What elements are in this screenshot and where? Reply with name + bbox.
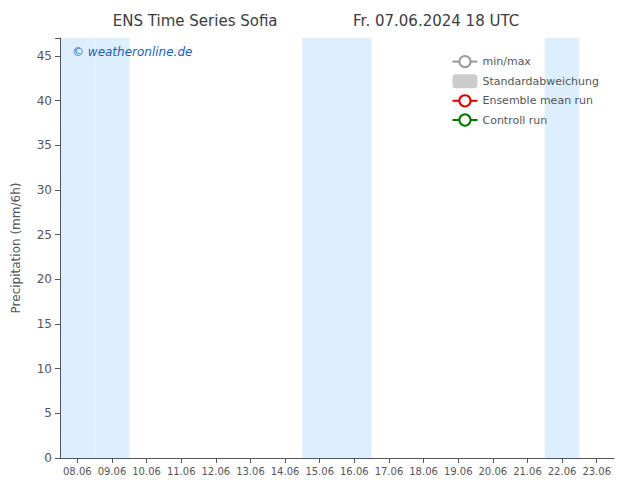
svg-text:12.06: 12.06	[201, 466, 230, 477]
svg-text:25: 25	[37, 228, 52, 242]
svg-text:Ensemble mean run: Ensemble mean run	[482, 94, 593, 107]
svg-text:15.06: 15.06	[305, 466, 334, 477]
svg-text:10: 10	[37, 362, 52, 376]
svg-text:35: 35	[37, 138, 52, 152]
svg-text:17.06: 17.06	[375, 466, 404, 477]
svg-text:14.06: 14.06	[271, 466, 300, 477]
svg-text:21.06: 21.06	[513, 466, 542, 477]
svg-text:09.06: 09.06	[98, 466, 127, 477]
svg-text:11.06: 11.06	[167, 466, 196, 477]
svg-text:Standardabweichung: Standardabweichung	[482, 75, 599, 88]
svg-text:Fr. 07.06.2024 18 UTC: Fr. 07.06.2024 18 UTC	[353, 12, 519, 30]
svg-text:18.06: 18.06	[409, 466, 438, 477]
svg-text:15: 15	[37, 317, 52, 331]
svg-text:20.06: 20.06	[478, 466, 507, 477]
svg-text:Precipitation (mm/6h): Precipitation (mm/6h)	[9, 183, 23, 314]
svg-text:20: 20	[37, 272, 52, 286]
svg-text:13.06: 13.06	[236, 466, 265, 477]
svg-text:30: 30	[37, 183, 52, 197]
svg-text:08.06: 08.06	[63, 466, 92, 477]
svg-text:Controll run: Controll run	[482, 114, 547, 127]
svg-text:23.06: 23.06	[582, 466, 611, 477]
svg-text:0: 0	[44, 451, 52, 465]
svg-text:40: 40	[37, 94, 52, 108]
svg-text:© weatheronline.de: © weatheronline.de	[72, 45, 192, 59]
svg-text:22.06: 22.06	[548, 466, 577, 477]
svg-text:16.06: 16.06	[340, 466, 369, 477]
svg-text:ENS Time Series Sofia: ENS Time Series Sofia	[113, 12, 278, 30]
svg-text:5: 5	[44, 406, 52, 420]
svg-text:min/max: min/max	[482, 55, 531, 68]
svg-text:19.06: 19.06	[444, 466, 473, 477]
svg-text:10.06: 10.06	[132, 466, 161, 477]
svg-text:45: 45	[37, 49, 52, 63]
